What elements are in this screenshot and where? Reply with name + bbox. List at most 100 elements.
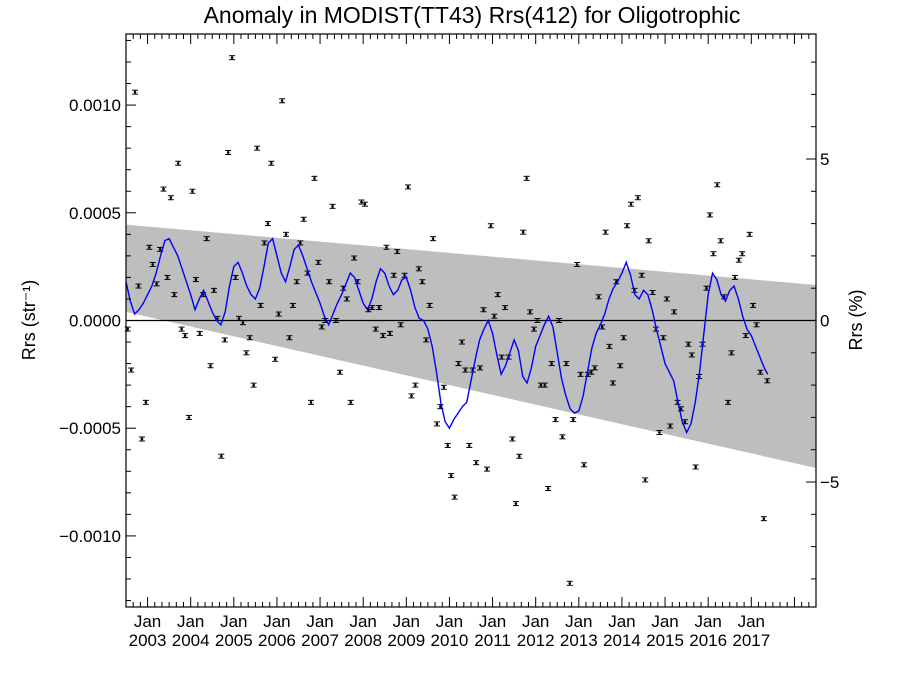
data-point <box>408 393 415 399</box>
point-marker <box>266 222 270 225</box>
point-marker <box>460 340 464 344</box>
point-marker <box>298 241 302 245</box>
point-marker <box>255 146 259 150</box>
point-marker <box>129 368 133 372</box>
data-point <box>671 309 678 315</box>
data-point <box>638 272 645 278</box>
data-point <box>221 337 228 343</box>
point-marker <box>600 325 604 329</box>
x-axis: Jan2003Jan2004Jan2005Jan2006Jan2007Jan20… <box>125 34 817 650</box>
x-tick-month-label: Jan <box>134 612 161 631</box>
point-marker <box>424 338 428 342</box>
data-point <box>617 363 624 369</box>
point-marker <box>726 401 730 404</box>
point-marker <box>302 217 305 221</box>
right-tick-label: 5 <box>820 150 829 169</box>
point-marker <box>636 196 640 200</box>
point-marker <box>571 418 575 421</box>
point-marker <box>406 185 410 189</box>
x-tick-month-label: Jan <box>608 612 635 631</box>
point-marker <box>245 351 248 355</box>
data-point <box>706 212 713 218</box>
point-marker <box>191 189 194 193</box>
data-point <box>336 369 343 375</box>
data-point <box>609 380 616 386</box>
data-point <box>649 289 656 295</box>
data-point <box>419 279 426 285</box>
point-marker <box>284 233 288 236</box>
data-point <box>218 453 225 459</box>
point-marker <box>392 273 396 277</box>
data-points <box>124 55 771 586</box>
point-marker <box>137 284 140 288</box>
data-point <box>473 460 480 466</box>
x-tick-month-label: Jan <box>177 612 204 631</box>
x-tick-month-label: Jan <box>436 612 463 631</box>
data-point <box>315 259 322 265</box>
data-point <box>455 361 462 367</box>
x-tick-month-label: Jan <box>651 612 678 631</box>
data-point <box>225 149 232 155</box>
point-marker <box>334 319 338 322</box>
x-tick-year-label: 2017 <box>732 631 770 650</box>
x-tick-year-label: 2015 <box>646 631 684 650</box>
point-marker <box>550 362 553 365</box>
point-marker <box>453 495 456 499</box>
data-point <box>405 184 412 190</box>
data-point <box>196 330 203 336</box>
x-tick-month-label: Jan <box>694 612 721 631</box>
point-marker <box>543 383 547 387</box>
point-marker <box>320 325 324 329</box>
data-point <box>275 311 282 317</box>
point-marker <box>277 312 280 316</box>
data-point <box>430 236 437 242</box>
point-marker <box>234 276 237 279</box>
point-marker <box>273 357 277 361</box>
x-tick-year-label: 2005 <box>215 631 253 650</box>
x-tick-year-label: 2010 <box>431 631 469 650</box>
point-marker <box>733 276 737 279</box>
point-marker <box>478 366 482 370</box>
point-marker <box>169 196 173 200</box>
point-marker <box>640 273 644 277</box>
point-marker <box>474 461 478 464</box>
data-point <box>462 367 469 373</box>
data-point <box>358 199 365 205</box>
data-point <box>606 343 613 349</box>
point-marker <box>457 362 460 365</box>
point-marker <box>762 517 766 520</box>
point-marker <box>662 336 665 340</box>
data-point <box>372 326 379 332</box>
x-tick-month-label: Jan <box>306 612 333 631</box>
x-tick-year-label: 2014 <box>603 631 641 650</box>
data-point <box>692 464 699 470</box>
point-marker <box>388 332 392 335</box>
point-marker <box>528 310 532 314</box>
data-point <box>574 261 581 267</box>
data-point <box>624 223 631 229</box>
point-marker <box>690 353 694 357</box>
point-marker <box>604 230 607 234</box>
point-marker <box>500 355 503 359</box>
point-marker <box>665 297 669 301</box>
x-tick-year-label: 2013 <box>560 631 598 650</box>
data-point <box>620 335 627 341</box>
data-point <box>386 330 393 336</box>
point-marker <box>658 431 661 434</box>
left-axis: 0.0010 0.0005 0.0000 −0.0005 −0.0010 <box>59 39 136 602</box>
point-marker <box>352 256 356 260</box>
x-tick-year-label: 2003 <box>129 631 167 650</box>
point-marker <box>317 261 320 264</box>
point-marker <box>431 237 435 240</box>
point-marker <box>629 202 633 206</box>
right-tick-label: −5 <box>820 473 839 492</box>
axes: 0.0010 0.0005 0.0000 −0.0005 −0.0010 5 0 −5 Ja… <box>59 33 839 650</box>
point-marker <box>187 416 191 419</box>
data-point <box>530 326 537 332</box>
data-point <box>246 335 253 341</box>
point-marker <box>712 252 715 256</box>
data-point <box>595 294 602 300</box>
point-marker <box>557 319 561 322</box>
data-point <box>753 322 760 328</box>
chart-title: Anomaly in MODIST(TT43) Rrs(412) for Oli… <box>204 2 741 28</box>
